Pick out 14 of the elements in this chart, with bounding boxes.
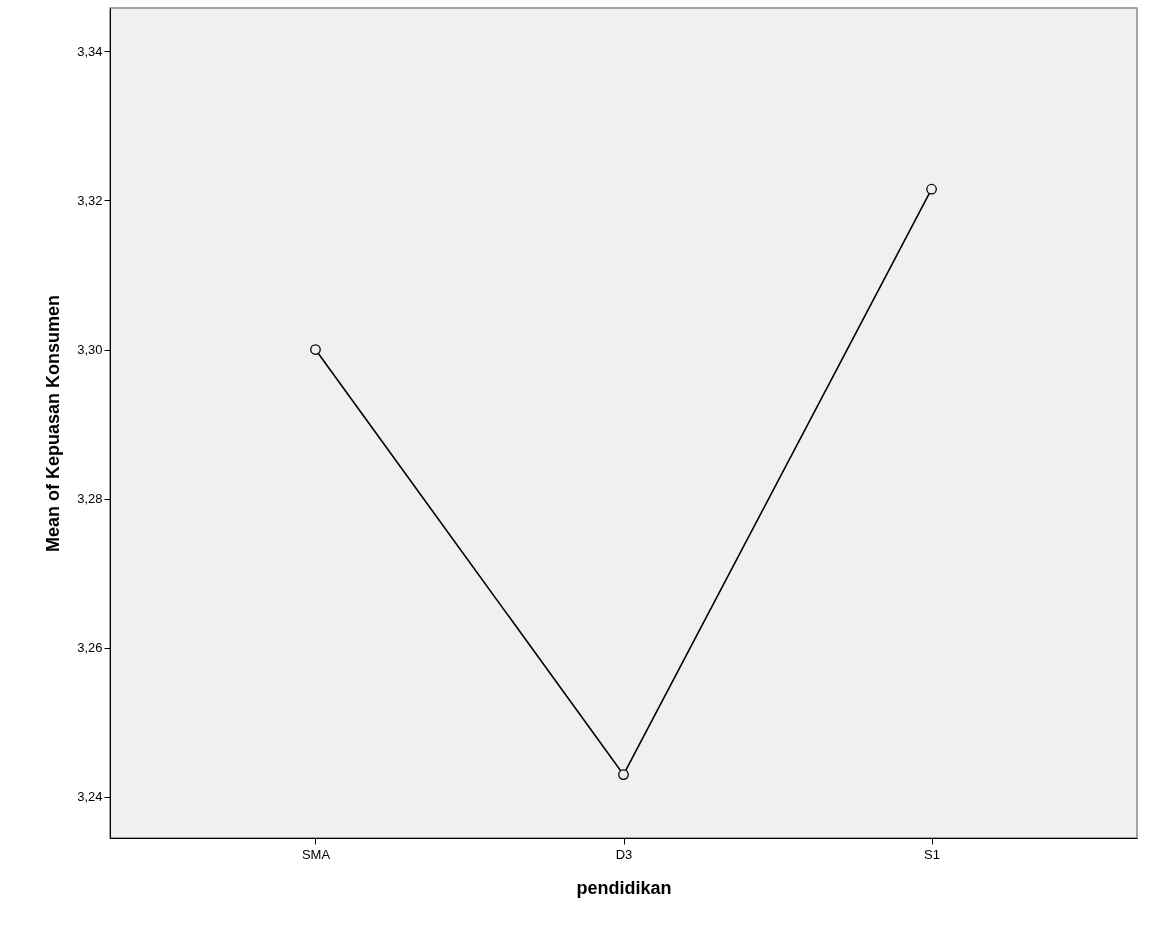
point	[618, 769, 629, 780]
x-tick-label: S1	[924, 846, 940, 862]
y-tick-label: 3,24	[77, 789, 103, 805]
x-tick-label: SMA	[301, 846, 331, 862]
x-axis-title: pendidikan	[576, 877, 672, 898]
y-tick-label: 3,30	[77, 342, 103, 358]
point	[310, 344, 321, 355]
y-tick-label: 3,34	[77, 43, 103, 59]
point	[926, 183, 937, 195]
x-tick-label: D3	[615, 846, 633, 862]
y-tick-label: 3,26	[77, 640, 103, 656]
y-axis-title: Mean of Kepuasan Konsumen	[43, 294, 64, 553]
y-tick-label: 3,28	[77, 491, 103, 507]
y-tick-label: 3,32	[77, 192, 103, 208]
